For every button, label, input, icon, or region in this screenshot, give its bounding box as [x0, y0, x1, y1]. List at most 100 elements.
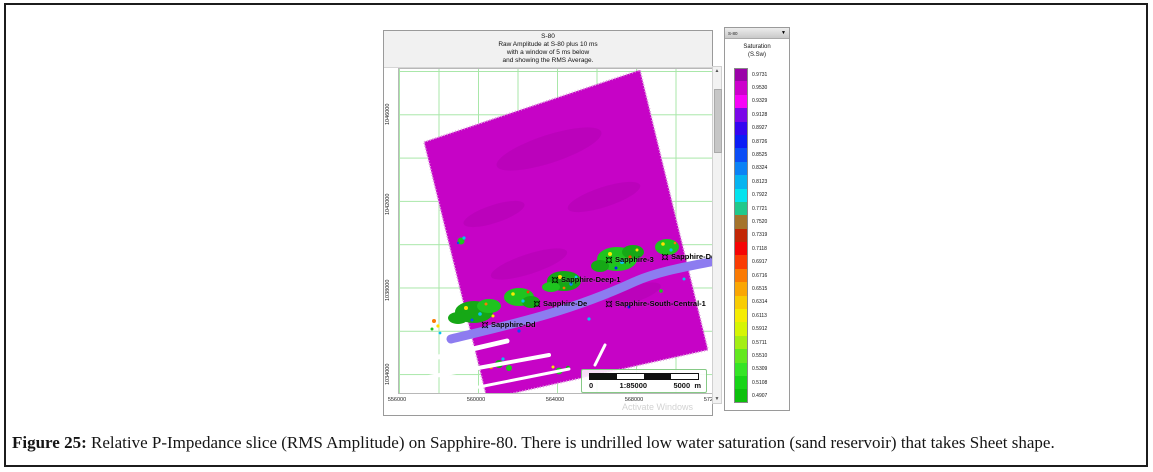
legend-value: 0.7118	[752, 245, 767, 252]
legend-entry: 0.6917	[735, 255, 767, 269]
map-plot-area[interactable]	[398, 68, 714, 394]
legend-swatch	[735, 108, 748, 122]
legend-value: 0.4907	[752, 393, 768, 400]
legend-entry: 0.8324	[735, 161, 768, 176]
legend-swatch	[735, 175, 748, 189]
legend-value: 0.5912	[752, 326, 768, 333]
legend-value: 0.8525	[752, 152, 768, 159]
legend-value: 0.5108	[752, 379, 768, 386]
legend-swatch	[735, 68, 748, 82]
legend-swatch	[735, 255, 748, 269]
survey-polygon	[422, 69, 710, 393]
legend-entry: 0.8726	[735, 134, 768, 149]
legend-value: 0.9329	[752, 98, 768, 105]
legend-entry: 0.9731	[735, 68, 768, 82]
legend-swatch	[735, 121, 748, 135]
legend-entry: 0.5510	[735, 349, 768, 363]
legend-swatch	[735, 228, 748, 243]
legend-swatch	[735, 282, 748, 296]
legend-value: 0.9128	[752, 111, 768, 118]
legend-swatch	[735, 134, 748, 149]
map-panel: S-80 Raw Amplitude at S-80 plus 10 ms wi…	[383, 30, 722, 416]
legend-entry: 0.4907	[735, 389, 768, 403]
legend-entry: 0.9128	[735, 108, 768, 122]
legend-header[interactable]: S-80 ▼	[725, 28, 789, 39]
legend-entry: 0.6716	[735, 268, 768, 283]
legend-pin-icon[interactable]: ▼	[781, 30, 786, 36]
legend-value: 0.5711	[752, 339, 767, 346]
legend-entry: 0.8123	[735, 175, 768, 189]
legend-property-label: Saturation (S.Sw)	[725, 43, 789, 59]
legend-title-line1: Saturation	[743, 44, 771, 50]
legend-value: 0.9731	[752, 71, 768, 78]
legend-entry: 0.6314	[735, 295, 767, 310]
legend-swatch	[735, 81, 748, 95]
legend-value: 0.9530	[752, 85, 768, 92]
map-title-line: S-80	[541, 33, 555, 40]
legend-swatch	[735, 148, 748, 162]
colorbar: 0.9731 0.9530 0.9329 0.9128 0.8927 0.872…	[735, 68, 767, 403]
legend-swatch	[735, 309, 748, 323]
legend-swatch	[735, 94, 748, 109]
x-axis-label: 564000	[545, 397, 565, 403]
y-axis-label: 1038000	[385, 279, 391, 301]
x-axis-label: 568000	[624, 397, 644, 403]
scroll-up-icon[interactable]: ▲	[714, 68, 720, 74]
legend-entry: 0.6515	[735, 282, 768, 296]
legend-value: 0.6515	[752, 285, 768, 292]
figure-caption: Figure 25: Relative P-Impedance slice (R…	[12, 433, 1132, 453]
legend-swatch	[735, 375, 748, 390]
legend-swatch	[735, 215, 748, 229]
x-axis-label: 560000	[466, 397, 486, 403]
legend-value: 0.5510	[752, 352, 768, 359]
scale-ratio: 1:85000	[619, 381, 648, 390]
legend-entry: 0.5711	[735, 335, 767, 350]
saturation-slice-graphic	[418, 69, 713, 393]
mottle-texture	[463, 127, 661, 306]
caption-text: Relative P-Impedance slice (RMS Amplitud…	[91, 433, 1055, 452]
legend-value: 0.8927	[752, 125, 768, 132]
legend-swatch	[735, 389, 748, 403]
scale-unit: m	[694, 381, 701, 390]
scrollbar-thumb[interactable]	[714, 89, 722, 153]
legend-panel: S-80 ▼ Saturation (S.Sw) 0.9731 0.9530 0…	[724, 27, 790, 411]
scale-bar-segments	[589, 373, 699, 380]
legend-entry: 0.9530	[735, 81, 768, 95]
legend-value: 0.8726	[752, 138, 768, 145]
y-axis-label: 1042000	[385, 193, 391, 215]
y-axis-label: 1046000	[385, 103, 391, 125]
legend-entry: 0.7118	[735, 242, 767, 256]
map-title-line: Raw Amplitude at S-80 plus 10 ms	[498, 41, 598, 48]
scale-bar: 0 1:85000 5000 m	[581, 369, 707, 393]
legend-value: 0.6716	[752, 272, 768, 279]
channel-feature	[446, 256, 713, 344]
legend-entry: 0.5309	[735, 362, 768, 376]
low-saturation-patches	[430, 236, 686, 375]
scroll-down-icon[interactable]: ▼	[714, 396, 720, 402]
legend-title-line2: (S.Sw)	[748, 52, 766, 58]
legend-value: 0.7319	[752, 232, 768, 239]
legend-swatch	[735, 188, 748, 202]
legend-entry: 0.7520	[735, 215, 767, 229]
legend-entry: 0.8927	[735, 121, 768, 135]
legend-swatch	[735, 295, 748, 310]
legend-swatch	[735, 322, 748, 336]
legend-swatch	[735, 242, 748, 256]
legend-swatch	[735, 362, 748, 376]
legend-header-title: S-80	[728, 30, 738, 36]
legend-value: 0.7922	[752, 192, 768, 199]
legend-swatch	[735, 201, 748, 216]
vertical-scrollbar[interactable]: ▲ ▼	[712, 66, 722, 404]
scale-distance: 5000	[673, 381, 691, 390]
activate-windows-watermark: Activate Windows	[622, 402, 694, 412]
legend-entry: 0.7922	[735, 188, 768, 202]
legend-entry: 0.5108	[735, 375, 768, 390]
x-axis-label: 556000	[387, 397, 407, 403]
legend-value: 0.8123	[752, 178, 768, 185]
legend-value: 0.8324	[752, 165, 768, 172]
legend-value: 0.5309	[752, 366, 768, 373]
legend-entry: 0.7319	[735, 228, 768, 243]
scale-zero: 0	[589, 381, 594, 390]
map-title-line: with a window of 5 ms below	[506, 49, 590, 56]
